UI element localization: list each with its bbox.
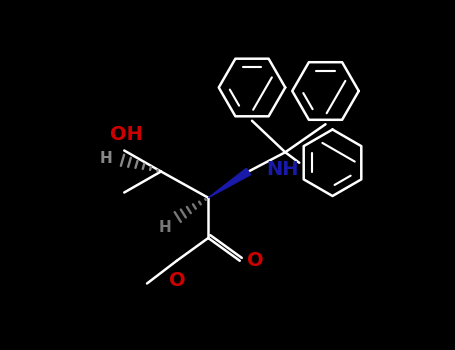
Text: O: O <box>248 251 264 270</box>
Text: O: O <box>169 271 186 289</box>
Text: H: H <box>100 151 113 166</box>
Text: NH: NH <box>266 160 298 179</box>
Text: H: H <box>159 220 172 236</box>
Polygon shape <box>208 168 251 198</box>
Text: OH: OH <box>110 125 142 144</box>
